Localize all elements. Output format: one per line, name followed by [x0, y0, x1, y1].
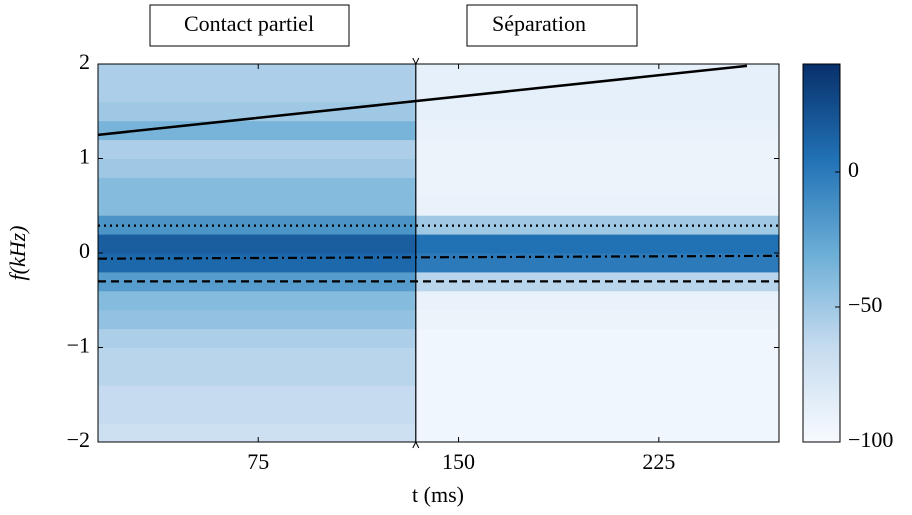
heatmap-cell [98, 196, 416, 216]
heatmap-cell [415, 290, 779, 311]
heatmap-cell [98, 64, 416, 84]
heatmap-cell [415, 404, 779, 424]
heatmap-cell [415, 101, 779, 122]
heatmap-cell [415, 366, 779, 386]
colorbar-tick-label: 0 [848, 157, 859, 182]
heatmap-cell [415, 234, 779, 254]
colorbar [802, 63, 841, 443]
annotation: Contact partiel [184, 11, 314, 36]
heatmap-cell [415, 177, 779, 197]
heatmap-cell [98, 366, 416, 386]
annotation: Séparation [492, 11, 586, 36]
x-tick-label: 75 [247, 449, 269, 474]
heatmap-cell [415, 423, 779, 443]
heatmap-cell [98, 309, 416, 330]
y-tick-label: −2 [67, 427, 90, 452]
heatmap-cell [415, 64, 779, 84]
heatmap-cell [98, 158, 416, 178]
heatmap-cell [415, 82, 779, 103]
colorbar-tick-label: −50 [848, 292, 882, 317]
heatmap-cell [415, 253, 779, 273]
heatmap-cell [415, 196, 779, 216]
heatmap-cell [98, 177, 416, 197]
y-tick-label: 0 [79, 238, 90, 263]
heatmap-cell [98, 328, 416, 348]
annotation-box [149, 4, 350, 47]
heatmap-cell [98, 290, 416, 311]
heatmap-cell [415, 309, 779, 330]
heatmap-cell [415, 158, 779, 178]
heatmap-cell [98, 253, 416, 273]
arrow-head [412, 57, 420, 66]
heatmap-cell [98, 139, 416, 159]
y-tick-label: 1 [79, 144, 90, 169]
heatmap-cell [415, 328, 779, 348]
heatmap-cell [98, 101, 416, 122]
heatmap-cell [98, 404, 416, 424]
y-tick-label: 2 [79, 49, 90, 74]
x-tick-label: 150 [442, 449, 475, 474]
heatmap-cell [98, 82, 416, 103]
heatmap-cell [98, 385, 416, 405]
reference-line [97, 64, 748, 137]
arrow-head [412, 440, 420, 449]
x-axis-label: t (ms) [412, 482, 464, 507]
x-tick-label: 225 [642, 449, 675, 474]
heatmap-cell [98, 234, 416, 254]
annotation-box [466, 4, 638, 47]
heatmap-cell [415, 139, 779, 159]
heatmap-cell [98, 215, 416, 235]
heatmap-cell [415, 120, 779, 141]
heatmap-cell [415, 385, 779, 405]
heatmap-cell [415, 347, 779, 367]
heatmap-cell [98, 423, 416, 443]
heatmap-cell [98, 347, 416, 367]
y-tick-label: −1 [67, 333, 90, 358]
colorbar-tick-label: −100 [848, 427, 893, 452]
y-axis-label: f(kHz) [5, 226, 30, 281]
